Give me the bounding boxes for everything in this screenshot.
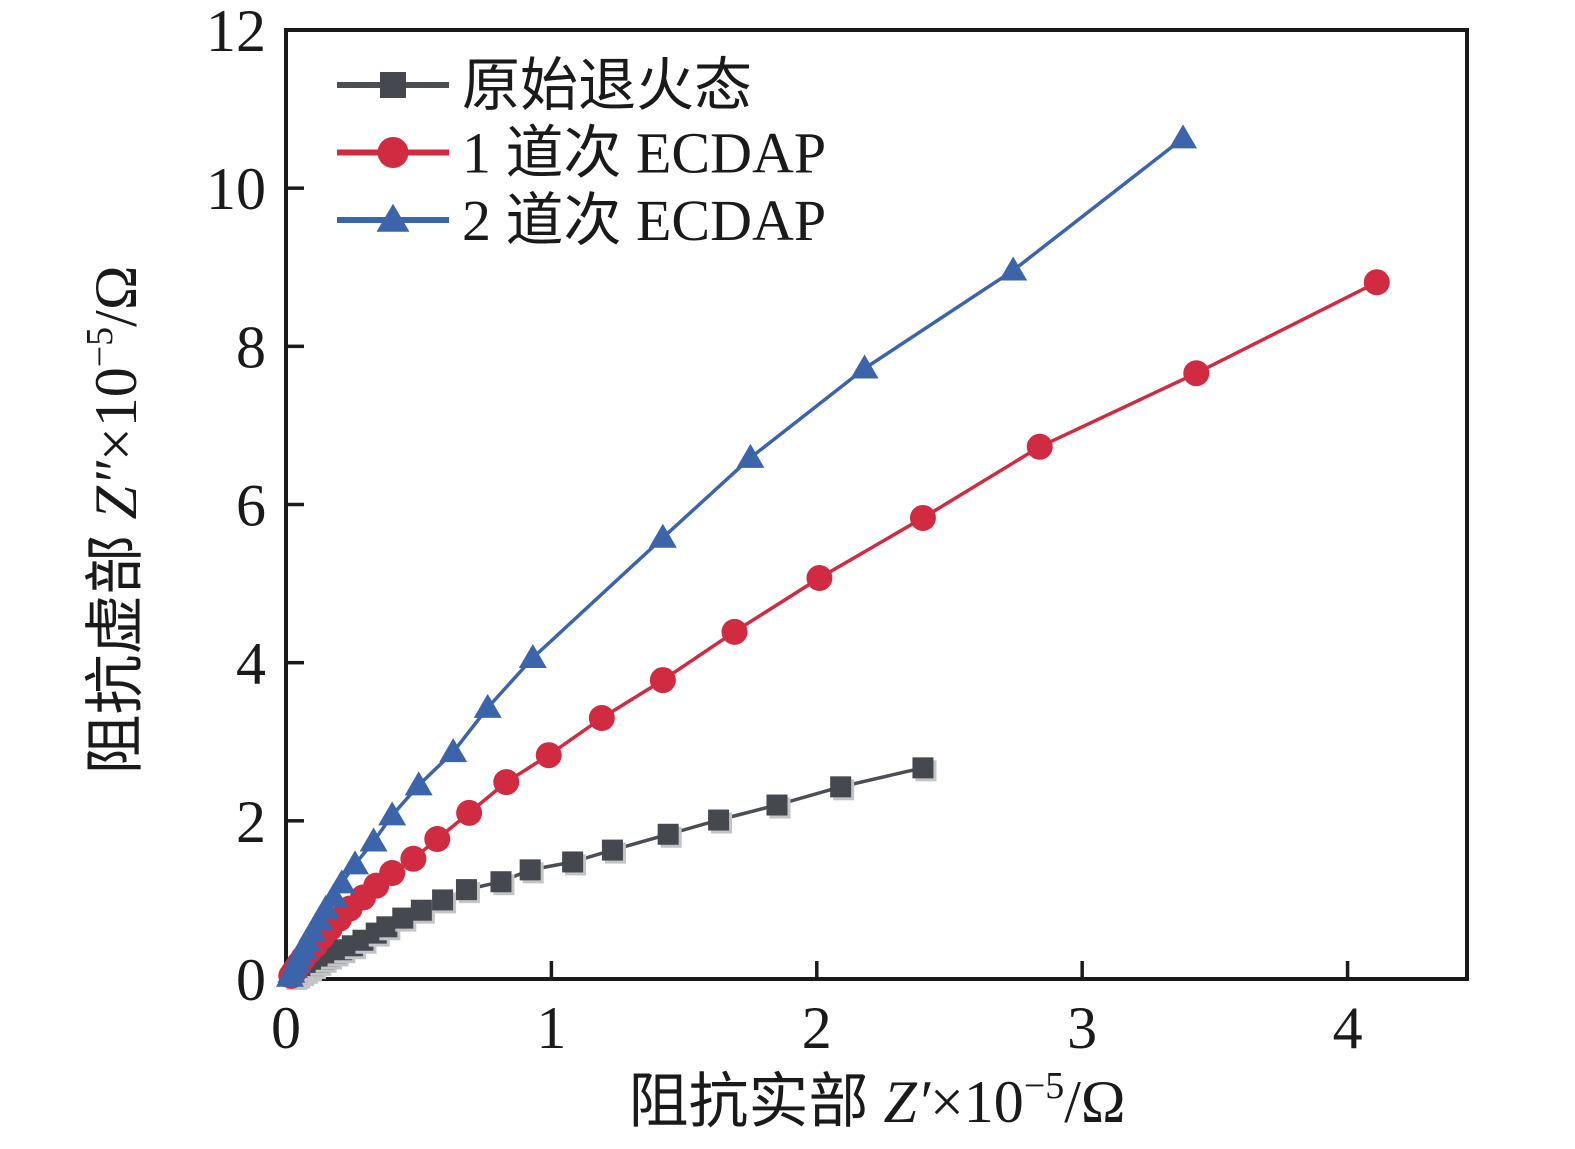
square-marker <box>562 851 584 873</box>
y-axis: 0 2 4 6 8 10 12 <box>206 0 304 1013</box>
y-tick-label: 0 <box>236 947 266 1013</box>
series-1 <box>278 269 1390 989</box>
legend-item-0: 原始退火态 <box>337 53 752 118</box>
legend-item-1: 1 道次 ECDAP <box>337 121 826 186</box>
square-marker <box>380 72 406 98</box>
circle-marker <box>1183 360 1210 387</box>
triangle-marker <box>648 523 677 548</box>
triangle-marker <box>473 693 502 718</box>
triangle-marker <box>359 827 388 852</box>
square-marker <box>376 916 398 938</box>
circle-marker <box>1363 269 1390 296</box>
y-tick-label: 10 <box>206 156 266 222</box>
x-axis: 0 1 2 3 4 <box>271 961 1363 1061</box>
triangle-marker <box>999 256 1028 281</box>
triangle-marker <box>439 738 468 763</box>
legend-label: 1 道次 ECDAP <box>462 121 826 186</box>
triangle-marker <box>736 443 765 468</box>
series-2 <box>275 124 1198 987</box>
y-tick-label: 12 <box>206 0 266 64</box>
square-marker <box>708 809 730 831</box>
square-marker <box>410 899 432 921</box>
x-tick-label: 2 <box>802 995 832 1061</box>
x-tick-label: 1 <box>536 995 566 1061</box>
plot-border <box>284 28 1469 981</box>
circle-marker <box>377 137 409 168</box>
x-tick-label: 3 <box>1067 995 1097 1061</box>
square-marker <box>392 907 414 929</box>
y-axis-title: 阻抗虚部 Z″×10−5/Ω <box>79 266 149 775</box>
triangle-marker <box>1169 124 1198 149</box>
square-marker <box>766 794 788 816</box>
square-marker <box>601 839 623 861</box>
square-marker <box>657 823 679 845</box>
y-tick-label: 6 <box>236 473 266 539</box>
x-tick-label: 0 <box>271 995 301 1061</box>
square-marker <box>519 859 541 881</box>
y-tick-label: 4 <box>236 631 266 697</box>
square-marker <box>912 757 934 779</box>
x-tick-label: 4 <box>1333 995 1363 1061</box>
square-marker <box>455 879 477 901</box>
series-line <box>289 280 1379 978</box>
y-tick-label: 8 <box>236 314 266 380</box>
circle-marker <box>400 845 427 872</box>
triangle-marker <box>341 850 370 875</box>
circle-marker <box>424 826 451 853</box>
triangle-marker <box>850 354 879 379</box>
legend-label: 2 道次 ECDAP <box>462 188 826 253</box>
square-marker <box>490 871 512 893</box>
triangle-marker <box>404 771 433 796</box>
legend-label: 原始退火态 <box>462 53 752 118</box>
x-axis-title: 阻抗实部 Z′×10−5/Ω <box>628 1065 1125 1135</box>
triangle-marker <box>319 882 348 907</box>
circle-marker <box>721 618 748 645</box>
circle-marker <box>588 705 615 732</box>
circle-marker <box>456 799 483 826</box>
circle-marker <box>649 667 676 694</box>
square-marker <box>830 776 852 798</box>
circle-marker <box>535 742 562 769</box>
y-tick-label: 2 <box>236 789 266 855</box>
square-marker <box>432 889 454 911</box>
circle-marker <box>806 565 833 592</box>
triangle-marker <box>376 203 410 232</box>
circle-marker <box>1026 433 1053 460</box>
circle-marker <box>493 769 520 796</box>
triangle-marker <box>378 801 407 826</box>
triangle-marker <box>327 869 356 894</box>
circle-marker <box>379 860 406 887</box>
legend-item-2: 2 道次 ECDAP <box>337 188 826 253</box>
circle-marker <box>909 504 936 531</box>
triangle-marker <box>518 644 547 669</box>
